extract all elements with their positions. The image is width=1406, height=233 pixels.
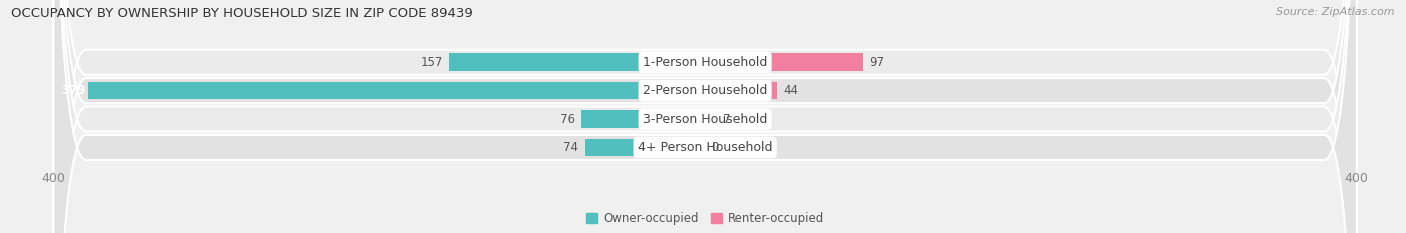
Text: 0: 0 <box>711 141 718 154</box>
Text: 7: 7 <box>723 113 731 126</box>
Legend: Owner-occupied, Renter-occupied: Owner-occupied, Renter-occupied <box>581 207 830 230</box>
Text: 76: 76 <box>560 113 575 126</box>
Text: 2-Person Household: 2-Person Household <box>643 84 768 97</box>
Bar <box>581 110 706 128</box>
Bar <box>87 82 706 99</box>
Bar <box>585 139 706 156</box>
FancyBboxPatch shape <box>53 0 1357 233</box>
Text: OCCUPANCY BY OWNERSHIP BY HOUSEHOLD SIZE IN ZIP CODE 89439: OCCUPANCY BY OWNERSHIP BY HOUSEHOLD SIZE… <box>11 7 472 20</box>
Text: 44: 44 <box>783 84 799 97</box>
Text: 379: 379 <box>62 84 86 97</box>
Text: 157: 157 <box>420 56 443 69</box>
Text: 74: 74 <box>562 141 578 154</box>
Bar <box>706 53 863 71</box>
Text: Source: ZipAtlas.com: Source: ZipAtlas.com <box>1277 7 1395 17</box>
FancyBboxPatch shape <box>53 0 1357 233</box>
Bar <box>450 53 706 71</box>
FancyBboxPatch shape <box>53 0 1357 233</box>
Text: 1-Person Household: 1-Person Household <box>643 56 768 69</box>
Text: 97: 97 <box>870 56 884 69</box>
Text: 3-Person Household: 3-Person Household <box>643 113 768 126</box>
FancyBboxPatch shape <box>53 0 1357 233</box>
Text: 4+ Person Household: 4+ Person Household <box>638 141 772 154</box>
Bar <box>706 110 717 128</box>
Bar <box>706 82 776 99</box>
